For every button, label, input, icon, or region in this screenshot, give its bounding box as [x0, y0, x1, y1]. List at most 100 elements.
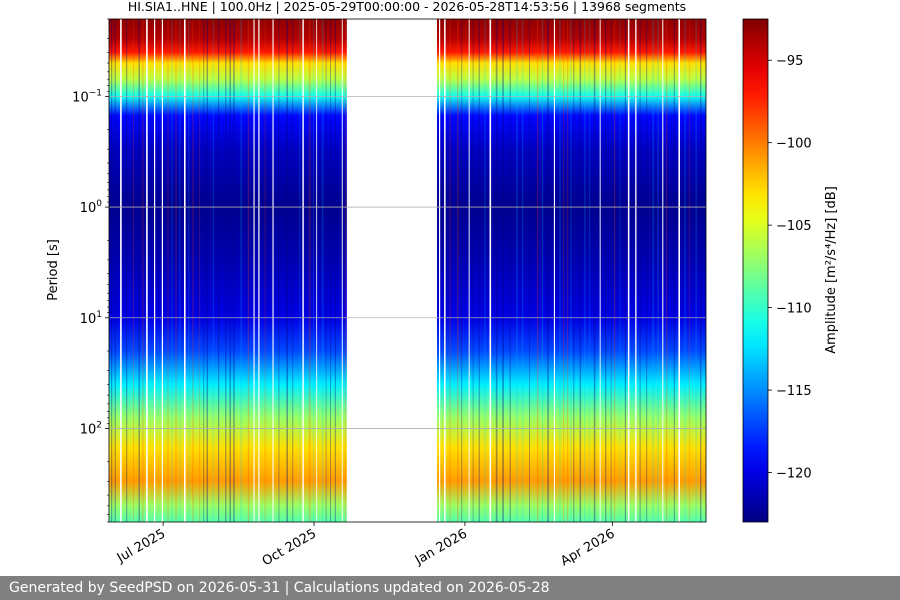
segment-streak — [502, 19, 504, 522]
colorbar-tick-label: −115 — [776, 384, 812, 399]
segment-streak — [334, 19, 336, 522]
segment-streak — [325, 19, 327, 522]
segment-streak — [240, 19, 243, 522]
segment-streak — [579, 19, 582, 522]
segment-streak — [584, 19, 586, 522]
segment-streak — [700, 19, 702, 522]
segment-streak — [593, 19, 596, 522]
segment-streak — [258, 19, 260, 522]
segment-streak — [652, 19, 655, 522]
segment-streak — [203, 19, 205, 522]
footer-text: Generated by SeedPSD on 2026-05-31 | Cal… — [9, 580, 550, 596]
segment-streak — [489, 19, 492, 522]
segment-streak — [605, 19, 607, 522]
segment-streak — [212, 19, 214, 522]
segment-streak — [567, 19, 569, 522]
colorbar-tick-label: −100 — [776, 137, 812, 152]
segment-streak — [247, 19, 250, 522]
segment-streak — [570, 19, 572, 522]
segment-streak — [308, 19, 311, 522]
segment-streak — [199, 19, 201, 522]
segment-streak — [495, 19, 498, 522]
data-segment-1 — [109, 19, 347, 522]
segment-streak — [313, 19, 315, 522]
segment-streak — [472, 19, 474, 522]
segment-streak — [478, 19, 480, 522]
segment-streak — [547, 19, 549, 522]
segment-streak — [344, 19, 346, 522]
x-tick-label: Jan 2026 — [412, 526, 470, 568]
spectrogram-plot — [108, 18, 707, 523]
segment-streak — [138, 19, 140, 522]
colorbar-tick-label: −110 — [776, 302, 812, 317]
y-axis: 10−1 100 101 102 — [72, 18, 109, 523]
segment-streak — [330, 19, 331, 522]
segment-streak — [188, 19, 190, 522]
segment-streak — [639, 19, 641, 522]
segment-streak — [516, 19, 518, 522]
segment-streak — [225, 19, 227, 522]
colorbar-tick-label: −120 — [776, 467, 812, 482]
segment-streak — [111, 19, 113, 522]
segment-streak — [457, 19, 459, 522]
segment-streak — [321, 19, 324, 522]
segment-streak — [599, 19, 601, 522]
segment-streak — [509, 19, 511, 522]
segment-streak — [627, 19, 630, 522]
segment-streak — [673, 19, 675, 522]
segment-streak — [264, 19, 266, 522]
x-tick-label: Apr 2026 — [558, 526, 617, 569]
x-tick-label: Jul 2025 — [114, 526, 168, 566]
segment-streak — [521, 19, 524, 522]
segment-streak — [678, 19, 680, 522]
segment-streak — [688, 19, 690, 522]
segment-streak — [120, 19, 122, 522]
segment-streak — [126, 19, 128, 522]
chart-title: HI.SIA1..HNE | 100.0Hz | 2025-05-29T00:0… — [128, 0, 686, 14]
y-axis-label: Period [s] — [46, 239, 61, 301]
x-axis: Jul 2025 Oct 2025 Jan 2026 Apr 2026 — [114, 522, 618, 569]
segment-streak — [573, 19, 575, 522]
segment-streak — [439, 19, 441, 522]
y-tick-label: 10−1 — [72, 88, 102, 105]
colorbar-tick-label: −105 — [776, 219, 812, 234]
segment-streak — [461, 19, 463, 522]
segment-streak — [114, 19, 116, 522]
y-tick-label: 102 — [80, 420, 102, 437]
segment-streak — [229, 19, 231, 522]
segment-streak — [635, 19, 637, 522]
segment-streak — [589, 19, 591, 522]
segment-streak — [624, 19, 626, 522]
segment-streak — [161, 19, 163, 522]
segment-streak — [316, 19, 318, 522]
segment-streak — [292, 19, 294, 522]
segment-streak — [449, 19, 451, 522]
segment-streak — [171, 19, 173, 522]
segment-streak — [167, 19, 169, 522]
plot-frame — [108, 18, 707, 523]
footer-bar: Generated by SeedPSD on 2026-05-31 | Cal… — [0, 576, 900, 600]
segment-streak — [192, 19, 194, 522]
segment-streak — [684, 19, 686, 522]
segment-streak — [614, 19, 616, 522]
segment-streak — [278, 19, 280, 522]
segment-streak — [536, 19, 539, 522]
segment-streak — [233, 19, 235, 522]
segment-streak — [302, 19, 304, 522]
data-segment-2 — [437, 19, 706, 522]
segment-streak — [272, 19, 274, 522]
colorbar-gradient — [742, 18, 769, 523]
segment-streak — [286, 19, 288, 522]
segment-streak — [666, 19, 668, 522]
segment-streak — [133, 19, 134, 522]
y-tick-label: 101 — [80, 310, 102, 327]
segment-streak — [657, 19, 659, 522]
segment-streak — [695, 19, 697, 522]
segment-streak — [610, 19, 612, 522]
segment-streak — [484, 19, 486, 522]
segment-streak — [146, 19, 148, 522]
colorbar: −95 −100 −105 −110 −115 −120 — [742, 18, 812, 523]
segment-streak — [299, 19, 301, 522]
segment-streak — [444, 19, 446, 522]
segment-streak — [341, 19, 343, 522]
